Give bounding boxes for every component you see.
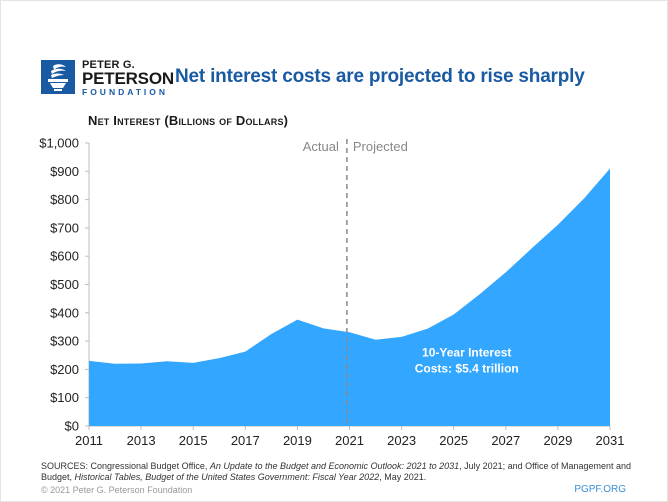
data-point [87,359,91,363]
x-tick-label: 2015 [179,433,208,448]
projected-label: Projected [353,139,408,154]
data-point [504,270,508,274]
net-interest-area [89,168,610,426]
pgpf-logo: PETER G. PETERSON FOUNDATION [41,60,174,97]
data-point [556,223,560,227]
data-point [608,166,612,170]
data-point [348,330,352,334]
x-tick-label: 2011 [75,433,103,448]
x-tick-label: 2017 [231,433,260,448]
x-tick-label: 2019 [283,433,312,448]
data-point [295,318,299,322]
site-link[interactable]: PGPF.ORG [574,484,626,495]
x-tick-label: 2029 [543,433,572,448]
data-point [426,327,430,331]
logo-wordmark: PETER G. PETERSON FOUNDATION [82,59,174,98]
x-tick-label: 2031 [596,433,625,448]
data-point [582,196,586,200]
data-point [374,338,378,342]
sources-text: , July 2021; and Office of Management an… [459,461,632,471]
y-tick-label: $500 [50,277,79,292]
x-axis: 2011 2013 2015 2017 2019 2021 2023 2025 2027 2029… [75,425,625,448]
y-tick-label: $200 [50,362,79,377]
y-tick-label: $400 [50,305,79,320]
x-tick-label: 2021 [335,433,364,448]
copyright: © 2021 Peter G. Peterson Foundation [41,485,193,495]
data-point [452,312,456,316]
data-point [113,362,117,366]
headline: Net interest costs are projected to rise… [175,66,585,87]
data-point [191,361,195,365]
data-point [400,335,404,339]
data-point [217,356,221,360]
sources-note: SOURCES: Congressional Budget Office, An… [41,461,651,483]
data-point [243,350,247,354]
sources-title-cbo: An Update to the Budget and Economic Out… [209,461,460,471]
actual-label: Actual [303,139,339,154]
y-tick-label: $1,000 [39,136,79,151]
x-tick-label: 2025 [439,433,468,448]
chart-title: Net Interest (Billions of Dollars) [88,113,289,128]
logo-line-2: PETERSON [82,69,174,88]
y-tick-label: $600 [50,249,79,264]
x-tick-label: 2013 [127,433,156,448]
data-point [269,332,273,336]
data-point [478,292,482,296]
sources-text: SOURCES: Congressional Budget Office, [41,461,210,471]
sources-text: Budget, [41,472,75,482]
torch-icon [41,60,75,94]
sources-text: , May 2021. [379,472,427,482]
y-tick-label: $900 [50,164,79,179]
y-tick-label: $0 [65,419,79,434]
y-tick-label: $100 [50,390,79,405]
data-point [530,246,534,250]
sources-title-omb: Historical Tables, Budget of the United … [74,472,380,482]
data-point [321,326,325,330]
y-tick-label: $800 [50,192,79,207]
logo-line-1: PETER G. [82,59,135,71]
y-tick-label: $700 [50,220,79,235]
y-tick-label: $300 [50,334,79,349]
x-tick-label: 2023 [387,433,416,448]
y-axis: $0 $100 $200 $300 $400 $500 $600 $700 $800 $900 $1… [39,136,90,434]
logo-line-3: FOUNDATION [82,87,169,97]
data-point [165,359,169,363]
annotation-line-1: 10-Year Interest [422,345,511,359]
x-tick-label: 2027 [491,433,520,448]
data-point [139,361,143,365]
annotation-line-2: Costs: $5.4 trillion [415,361,519,375]
